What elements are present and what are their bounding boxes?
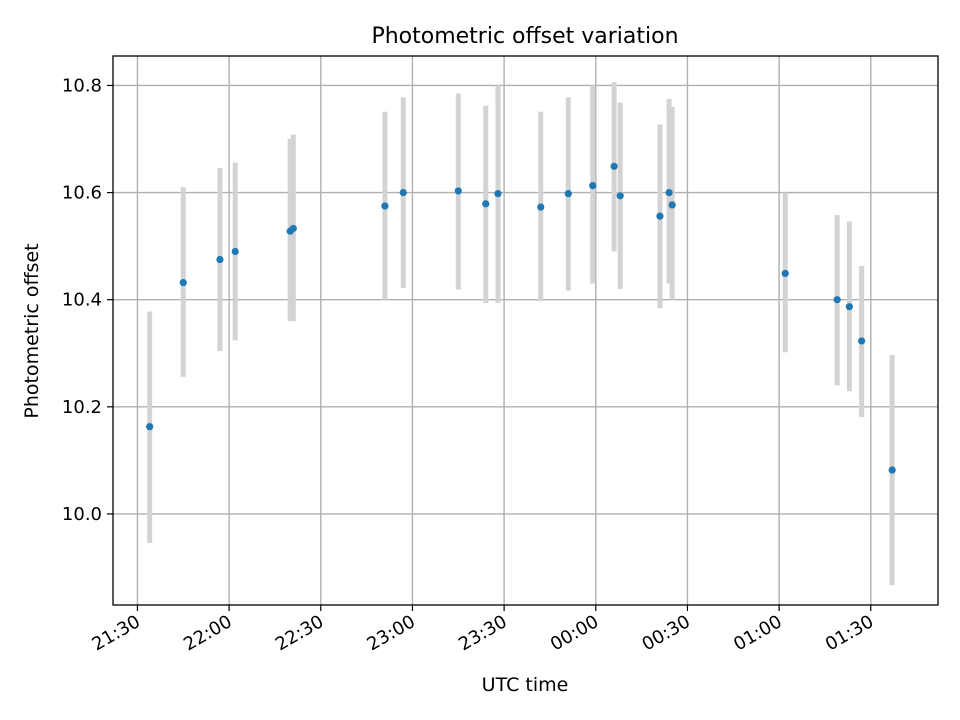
data-point	[537, 203, 545, 211]
data-point	[179, 278, 187, 287]
error-bars	[147, 82, 895, 586]
x-tick-label: 01:00	[730, 611, 785, 655]
y-tick-label: 10.8	[62, 75, 102, 96]
data-point	[610, 162, 618, 170]
grid	[113, 56, 938, 605]
y-axis-label: Photometric offset	[21, 243, 43, 418]
data-point	[833, 296, 841, 304]
x-tick-label: 00:00	[547, 611, 602, 655]
data-point	[616, 192, 624, 200]
data-point	[589, 182, 597, 190]
chart-title: Photometric offset variation	[371, 24, 678, 49]
y-tick-label: 10.6	[62, 183, 102, 204]
y-tick-label: 10.2	[62, 397, 102, 418]
data-point	[289, 224, 297, 233]
x-tick-label: 00:30	[639, 611, 694, 655]
data-point	[494, 190, 502, 198]
data-point	[564, 190, 572, 198]
data-point	[668, 201, 676, 209]
x-tick-label: 21:30	[89, 611, 144, 655]
x-axis-label: UTC time	[482, 674, 569, 696]
x-tick-label: 23:00	[364, 611, 419, 655]
data-point	[665, 188, 673, 197]
data-point	[845, 303, 853, 311]
data-point	[781, 269, 789, 278]
x-tick-label: 23:30	[455, 611, 510, 655]
y-tick-label: 10.0	[62, 504, 102, 525]
plot-frame	[112, 55, 939, 606]
data-point	[858, 337, 866, 345]
x-tick-label: 22:00	[180, 611, 235, 655]
data-point	[146, 423, 154, 431]
x-tick-label: 01:30	[822, 611, 877, 655]
data-point	[656, 212, 664, 220]
data-point	[231, 247, 239, 256]
data-point	[888, 466, 896, 474]
data-point	[216, 255, 224, 264]
y-tick-label: 10.4	[62, 290, 102, 311]
data-point	[482, 200, 490, 208]
data-points	[146, 162, 896, 474]
data-point	[399, 188, 407, 197]
data-point	[381, 202, 389, 210]
x-tick-label: 22:30	[272, 611, 327, 655]
data-point	[454, 187, 462, 195]
